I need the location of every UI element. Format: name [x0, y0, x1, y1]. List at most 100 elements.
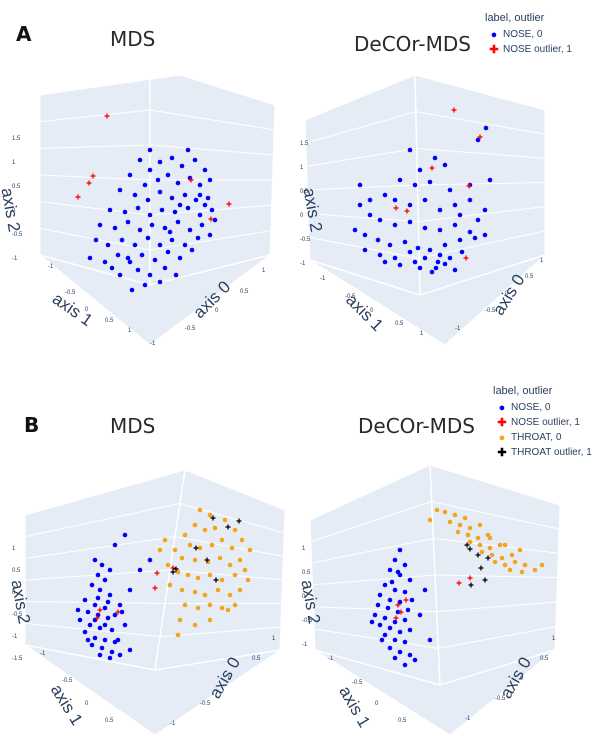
- data-point[interactable]: [392, 637, 398, 643]
- data-point[interactable]: [172, 209, 178, 215]
- data-point[interactable]: [447, 519, 453, 525]
- data-point[interactable]: [389, 579, 395, 585]
- data-point[interactable]: [247, 547, 253, 553]
- data-point[interactable]: [212, 217, 218, 223]
- data-point[interactable]: [147, 147, 153, 153]
- data-point[interactable]: [142, 282, 148, 288]
- data-point[interactable]: [377, 252, 383, 258]
- data-point[interactable]: [92, 635, 98, 641]
- data-point[interactable]: [539, 562, 545, 568]
- data-point[interactable]: [442, 509, 448, 515]
- data-point[interactable]: [175, 632, 181, 638]
- data-point[interactable]: [442, 261, 448, 267]
- outlier-point[interactable]: [467, 546, 473, 552]
- data-point[interactable]: [117, 272, 123, 278]
- outlier-point[interactable]: [236, 518, 242, 524]
- legend-a-item-nose-outlier[interactable]: ✚ NOSE outlier, 1: [485, 42, 572, 57]
- data-point[interactable]: [387, 242, 393, 248]
- data-point[interactable]: [392, 655, 398, 661]
- data-point[interactable]: [387, 567, 393, 573]
- data-point[interactable]: [127, 259, 133, 265]
- data-point[interactable]: [372, 612, 378, 618]
- data-point[interactable]: [165, 249, 171, 255]
- outlier-point[interactable]: [395, 602, 401, 608]
- data-point[interactable]: [405, 607, 411, 613]
- data-point[interactable]: [112, 542, 118, 548]
- data-point[interactable]: [122, 532, 128, 538]
- data-point[interactable]: [92, 602, 98, 608]
- data-point[interactable]: [179, 555, 185, 561]
- data-point[interactable]: [162, 265, 168, 271]
- data-point[interactable]: [162, 225, 168, 231]
- data-point[interactable]: [375, 602, 381, 608]
- data-point[interactable]: [109, 265, 115, 271]
- legend-b-item-nose-outlier[interactable]: ✚ NOSE outlier, 1: [493, 415, 592, 430]
- data-point[interactable]: [97, 652, 103, 658]
- data-point[interactable]: [245, 577, 251, 583]
- data-point[interactable]: [127, 647, 133, 653]
- data-point[interactable]: [427, 179, 433, 185]
- data-point[interactable]: [232, 572, 238, 578]
- data-point[interactable]: [219, 605, 225, 611]
- data-point[interactable]: [207, 512, 213, 518]
- data-point[interactable]: [402, 562, 408, 568]
- data-point[interactable]: [89, 642, 95, 648]
- data-point[interactable]: [392, 222, 398, 228]
- data-point[interactable]: [99, 645, 105, 651]
- data-point[interactable]: [402, 239, 408, 245]
- data-point[interactable]: [475, 137, 481, 143]
- data-point[interactable]: [105, 615, 111, 621]
- data-point[interactable]: [479, 549, 485, 555]
- data-point[interactable]: [519, 569, 525, 575]
- data-point[interactable]: [397, 262, 403, 268]
- data-point[interactable]: [387, 625, 393, 631]
- data-point[interactable]: [392, 197, 398, 203]
- data-point[interactable]: [392, 557, 398, 563]
- data-point[interactable]: [412, 657, 418, 663]
- data-point[interactable]: [182, 242, 188, 248]
- data-point[interactable]: [237, 587, 243, 593]
- data-point[interactable]: [487, 177, 493, 183]
- data-point[interactable]: [87, 255, 93, 261]
- data-point[interactable]: [192, 157, 198, 163]
- data-point[interactable]: [107, 592, 113, 598]
- data-point[interactable]: [415, 245, 421, 251]
- data-point[interactable]: [193, 197, 199, 203]
- data-point[interactable]: [77, 617, 83, 623]
- data-point[interactable]: [417, 167, 423, 173]
- data-point[interactable]: [147, 272, 153, 278]
- data-point[interactable]: [417, 265, 423, 271]
- data-point[interactable]: [379, 637, 385, 643]
- data-point[interactable]: [222, 517, 228, 523]
- data-point[interactable]: [435, 259, 441, 265]
- data-point[interactable]: [482, 207, 488, 213]
- data-point[interactable]: [452, 512, 458, 518]
- outlier-point[interactable]: [475, 552, 481, 558]
- data-point[interactable]: [169, 195, 175, 201]
- data-point[interactable]: [412, 259, 418, 265]
- data-point[interactable]: [369, 619, 375, 625]
- data-point[interactable]: [207, 617, 213, 623]
- data-point[interactable]: [165, 562, 171, 568]
- data-point[interactable]: [192, 622, 198, 628]
- data-point[interactable]: [467, 525, 473, 531]
- data-point[interactable]: [392, 587, 398, 593]
- data-point[interactable]: [437, 227, 443, 233]
- data-point[interactable]: [387, 597, 393, 603]
- data-point[interactable]: [489, 552, 495, 558]
- outlier-point[interactable]: [75, 194, 81, 200]
- outlier-point[interactable]: [463, 255, 469, 261]
- data-point[interactable]: [159, 207, 165, 213]
- data-point[interactable]: [165, 172, 171, 178]
- data-point[interactable]: [129, 287, 135, 293]
- data-point[interactable]: [105, 242, 111, 248]
- outlier-point[interactable]: [210, 515, 216, 521]
- data-point[interactable]: [452, 202, 458, 208]
- data-point[interactable]: [139, 252, 145, 258]
- data-point[interactable]: [192, 557, 198, 563]
- data-point[interactable]: [167, 582, 173, 588]
- data-point[interactable]: [497, 542, 503, 548]
- data-point[interactable]: [202, 592, 208, 598]
- data-point[interactable]: [149, 222, 155, 228]
- data-point[interactable]: [95, 572, 101, 578]
